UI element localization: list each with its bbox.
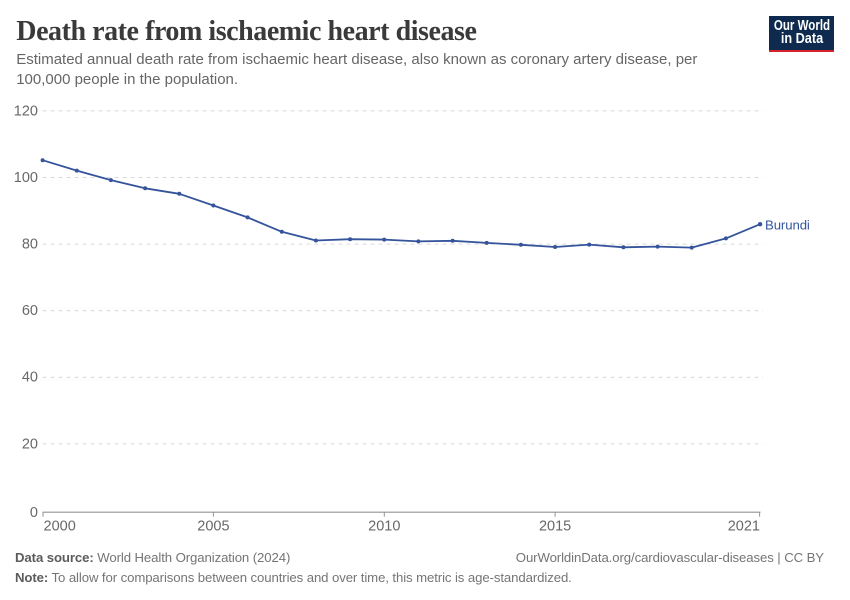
- svg-text:60: 60: [22, 303, 38, 319]
- svg-text:80: 80: [22, 237, 38, 253]
- svg-text:40: 40: [22, 370, 38, 386]
- svg-text:2021: 2021: [728, 519, 760, 535]
- svg-text:2010: 2010: [368, 519, 400, 535]
- svg-text:20: 20: [22, 436, 38, 452]
- svg-text:100: 100: [14, 170, 38, 186]
- svg-text:2000: 2000: [44, 519, 76, 535]
- svg-text:0: 0: [30, 505, 38, 521]
- svg-text:120: 120: [14, 103, 38, 119]
- svg-text:2015: 2015: [539, 519, 571, 535]
- svg-text:Burundi: Burundi: [765, 217, 810, 232]
- svg-text:2005: 2005: [197, 519, 229, 535]
